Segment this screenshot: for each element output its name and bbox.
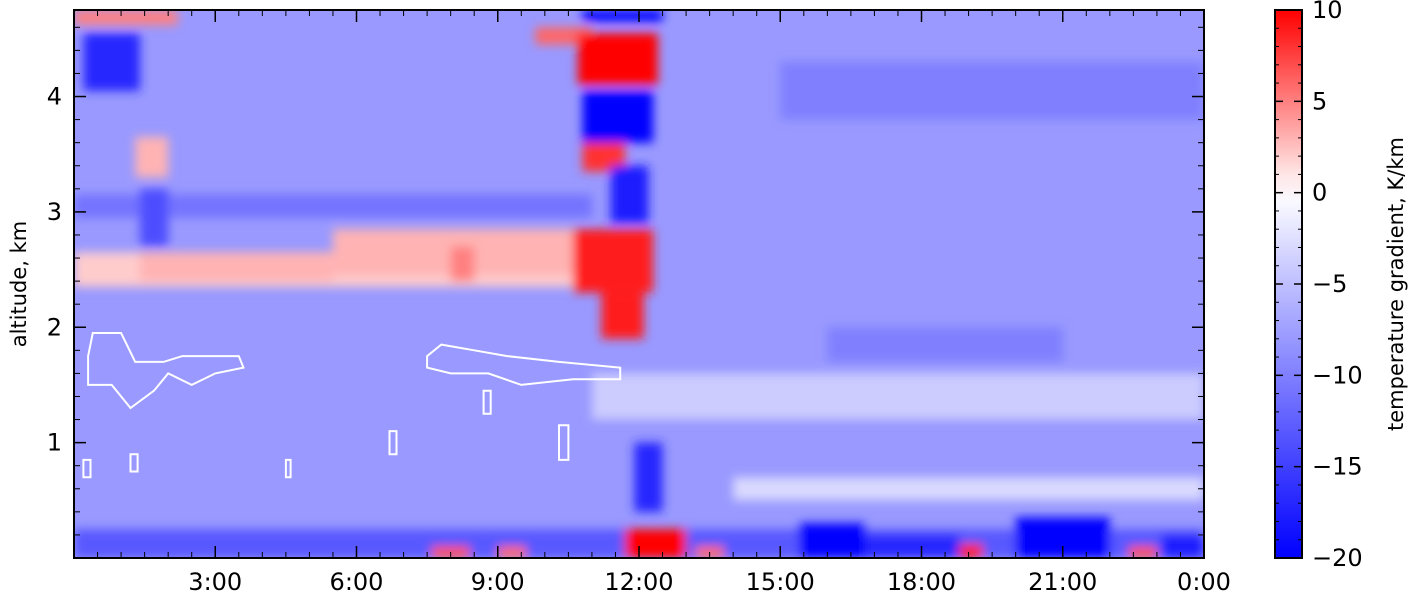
heatmap-cell <box>959 544 983 558</box>
colorbar-ticks: 10 5 0 −5 −10 −15 −20 <box>1275 0 1363 572</box>
heatmap-cell <box>74 194 592 218</box>
heatmap-cell <box>577 33 658 85</box>
colorbar-tick-label: −10 <box>1312 361 1363 389</box>
heatmap-cell <box>74 10 178 25</box>
heatmap-cell <box>1161 534 1204 558</box>
heatmap-cell <box>582 90 654 143</box>
colorbar: 10 5 0 −5 −10 −15 −20 temperature gradient, K/… <box>1274 0 1408 572</box>
x-tick-label: 12:00 <box>604 568 673 596</box>
x-tick-label: 6:00 <box>330 568 384 596</box>
colorbar-tick-label: −15 <box>1312 453 1363 481</box>
heatmap-cell <box>135 136 169 178</box>
heatmap-cell <box>733 477 1204 501</box>
contour-line <box>284 458 292 479</box>
heatmap-cells <box>74 10 1204 558</box>
y-axis-ticks: 1 2 3 4 <box>47 26 1204 536</box>
x-tick-label: 0:00 <box>1177 568 1231 596</box>
y-tick-label: 1 <box>47 429 62 457</box>
heatmap-cell <box>624 529 687 558</box>
y-tick-label: 2 <box>47 313 62 341</box>
heatmap-cell <box>450 246 475 282</box>
x-tick-label: 18:00 <box>887 568 956 596</box>
y-tick-label: 3 <box>47 198 62 226</box>
colorbar-tick-label: −5 <box>1312 270 1347 298</box>
contour-line <box>87 332 245 410</box>
x-tick-label: 3:00 <box>188 568 242 596</box>
heatmap-cell <box>573 229 654 293</box>
x-tick-label: 21:00 <box>1028 568 1097 596</box>
y-tick-label: 4 <box>47 83 62 111</box>
colorbar-tick-label: 5 <box>1312 87 1327 115</box>
heatmap-cell <box>799 523 865 558</box>
y-axis-title: altitude, km <box>7 221 31 348</box>
zero-contours <box>82 332 622 479</box>
colorbar-title: temperature gradient, K/km <box>1384 137 1408 431</box>
heatmap-cell <box>601 292 644 339</box>
heatmap-cell <box>634 442 663 512</box>
heatmap-cell <box>139 252 333 282</box>
x-tick-label: 15:00 <box>746 568 815 596</box>
colorbar-tick-label: −20 <box>1312 544 1363 572</box>
contour-line <box>82 458 92 479</box>
heatmap-cell <box>827 327 1063 362</box>
heatmap-cell <box>83 33 140 91</box>
heatmap-cell <box>139 188 169 247</box>
contour-line <box>129 453 139 473</box>
contour-line <box>388 430 398 456</box>
heatmap-plot <box>73 9 1205 559</box>
colorbar-tick-label: 10 <box>1312 0 1343 24</box>
colorbar-tick-label: 0 <box>1312 179 1327 207</box>
heatmap-cell <box>582 10 663 22</box>
heatmap-cell <box>865 534 960 558</box>
heatmap-cell <box>591 373 1204 420</box>
heatmap-cell <box>780 61 1204 120</box>
x-axis-ticks: 3:00 6:00 9:00 12:00 15:00 18:00 21:00 0:00 <box>97 10 1231 596</box>
contour-line <box>558 424 570 461</box>
contour-line <box>426 343 622 386</box>
heatmap-cell <box>1128 546 1157 558</box>
x-tick-label: 9:00 <box>471 568 525 596</box>
heatmap-cell <box>610 165 649 224</box>
heatmap-cell <box>497 546 526 558</box>
contour-line <box>482 389 492 415</box>
